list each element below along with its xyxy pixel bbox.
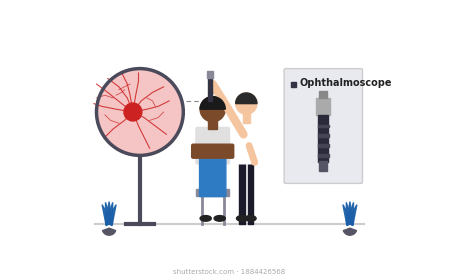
Circle shape [200, 97, 225, 122]
Bar [319, 91, 328, 98]
Bar [318, 125, 329, 127]
FancyBboxPatch shape [192, 144, 234, 158]
Bar [318, 154, 329, 157]
Polygon shape [346, 202, 353, 225]
Polygon shape [347, 202, 353, 225]
Polygon shape [102, 205, 112, 226]
Polygon shape [343, 205, 353, 226]
Bar [318, 144, 329, 147]
Ellipse shape [236, 216, 248, 221]
Wedge shape [200, 97, 225, 109]
Bar [318, 115, 328, 162]
FancyBboxPatch shape [232, 122, 260, 164]
Bar [248, 162, 253, 224]
Polygon shape [106, 202, 112, 225]
Circle shape [235, 93, 257, 114]
Bar [243, 113, 250, 123]
Polygon shape [347, 205, 357, 226]
Bar [291, 82, 296, 87]
Text: Ophthalmoscope: Ophthalmoscope [300, 78, 392, 88]
Polygon shape [347, 202, 353, 224]
Bar [196, 189, 230, 196]
Polygon shape [106, 205, 116, 226]
Bar [316, 98, 330, 115]
FancyBboxPatch shape [200, 159, 226, 197]
Circle shape [124, 103, 142, 121]
Wedge shape [343, 228, 357, 235]
Bar [319, 161, 327, 171]
Bar [211, 162, 214, 190]
Bar [318, 134, 329, 137]
Circle shape [96, 69, 183, 155]
Bar [207, 71, 213, 78]
Wedge shape [235, 93, 257, 104]
Ellipse shape [214, 216, 225, 221]
FancyBboxPatch shape [196, 127, 230, 164]
Bar [239, 162, 245, 224]
Bar [207, 78, 212, 101]
Ellipse shape [200, 216, 211, 221]
FancyBboxPatch shape [284, 69, 363, 183]
Polygon shape [106, 202, 112, 224]
Wedge shape [102, 228, 116, 235]
Polygon shape [106, 202, 113, 225]
Ellipse shape [245, 216, 256, 221]
Text: shutterstock.com · 1884426568: shutterstock.com · 1884426568 [174, 269, 285, 275]
Bar [208, 118, 217, 129]
